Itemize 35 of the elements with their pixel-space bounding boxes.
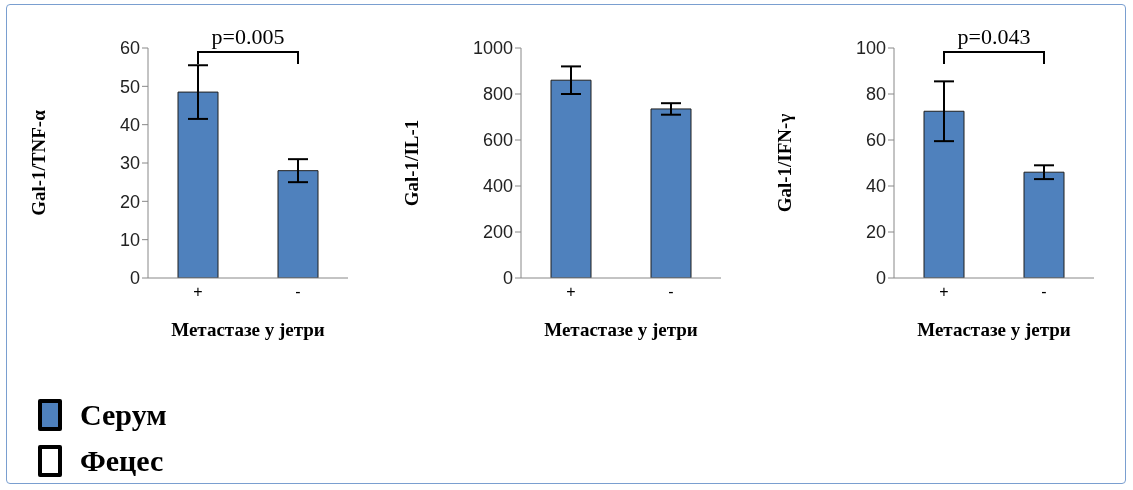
x-tick-label: - xyxy=(1041,283,1047,301)
y-tick-label: 40 xyxy=(865,176,886,197)
y-tick-label: 30 xyxy=(119,153,140,174)
legend-label: Серум xyxy=(80,398,167,432)
x-axis-title: Метастазе у јетри xyxy=(544,319,698,340)
x-tick-label: + xyxy=(193,283,203,301)
annotation: p=0.043 xyxy=(956,24,1032,50)
y-axis-title: Gal-1/IFN-γ xyxy=(773,113,795,213)
y-tick-label: 20 xyxy=(119,191,140,212)
x-tick-label: + xyxy=(939,283,949,301)
y-tick-label: 800 xyxy=(482,84,513,105)
legend-label: Фецес xyxy=(80,444,164,478)
y-axis-title: Gal-1/IL-1 xyxy=(400,119,422,207)
y-tick-label: 50 xyxy=(119,76,140,97)
annotation: p=0.005 xyxy=(210,24,286,50)
y-tick-label: 0 xyxy=(875,268,886,289)
y-tick-label: 1000 xyxy=(472,38,513,59)
y-tick-label: 100 xyxy=(855,38,886,59)
y-tick-label: 600 xyxy=(482,130,513,151)
y-tick-label: 0 xyxy=(129,268,140,289)
x-tick-label: - xyxy=(668,283,674,301)
y-tick-label: 80 xyxy=(865,84,886,105)
y-tick-label: 40 xyxy=(119,115,140,136)
y-tick-label: 0 xyxy=(502,268,513,289)
y-tick-label: 200 xyxy=(482,222,513,243)
y-tick-label: 20 xyxy=(865,222,886,243)
x-tick-label: - xyxy=(295,283,301,301)
x-axis-title: Метастазе у јетри xyxy=(171,319,325,340)
y-tick-label: 60 xyxy=(119,38,140,59)
y-tick-label: 60 xyxy=(865,130,886,151)
y-tick-label: 400 xyxy=(482,176,513,197)
x-tick-label: + xyxy=(566,283,576,301)
y-axis-title: Gal-1/TNF-α xyxy=(27,109,49,216)
x-axis-title: Метастазе у јетри xyxy=(917,319,1071,340)
y-tick-label: 10 xyxy=(119,230,140,251)
